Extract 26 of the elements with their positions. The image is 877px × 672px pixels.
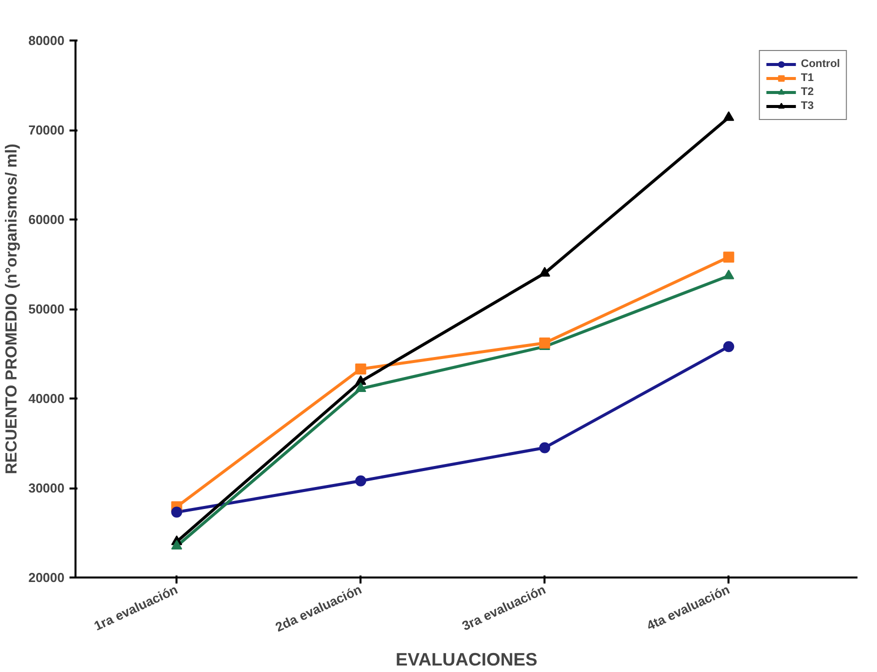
point [723,252,734,263]
legend-label: Control [800,57,840,71]
point [539,338,550,349]
y-tick-label: 50000 [28,302,65,316]
y-tick-label: 30000 [28,480,65,496]
point [723,270,734,280]
point [355,382,366,392]
legend-label: T2 [800,85,815,99]
y-tick-label: 80000 [28,33,65,48]
point [539,442,550,454]
point [723,341,734,352]
y-tick-label: 40000 [28,391,65,406]
point [539,266,550,277]
point [171,540,182,550]
point [723,111,734,121]
y-tick-label: 70000 [28,122,65,138]
x-axis-title: EVALUACIONES [396,649,538,670]
y-axis-title: RECUENTO PROMEDIO (n°organismos/ ml) [3,144,20,474]
legend-label: T1 [800,71,815,85]
point [171,506,182,518]
point [355,375,366,385]
point [355,363,366,374]
legend-label: T3 [800,99,815,113]
y-tick-label: 20000 [28,570,65,585]
y-tick-label: 60000 [28,212,65,227]
point [355,475,366,486]
